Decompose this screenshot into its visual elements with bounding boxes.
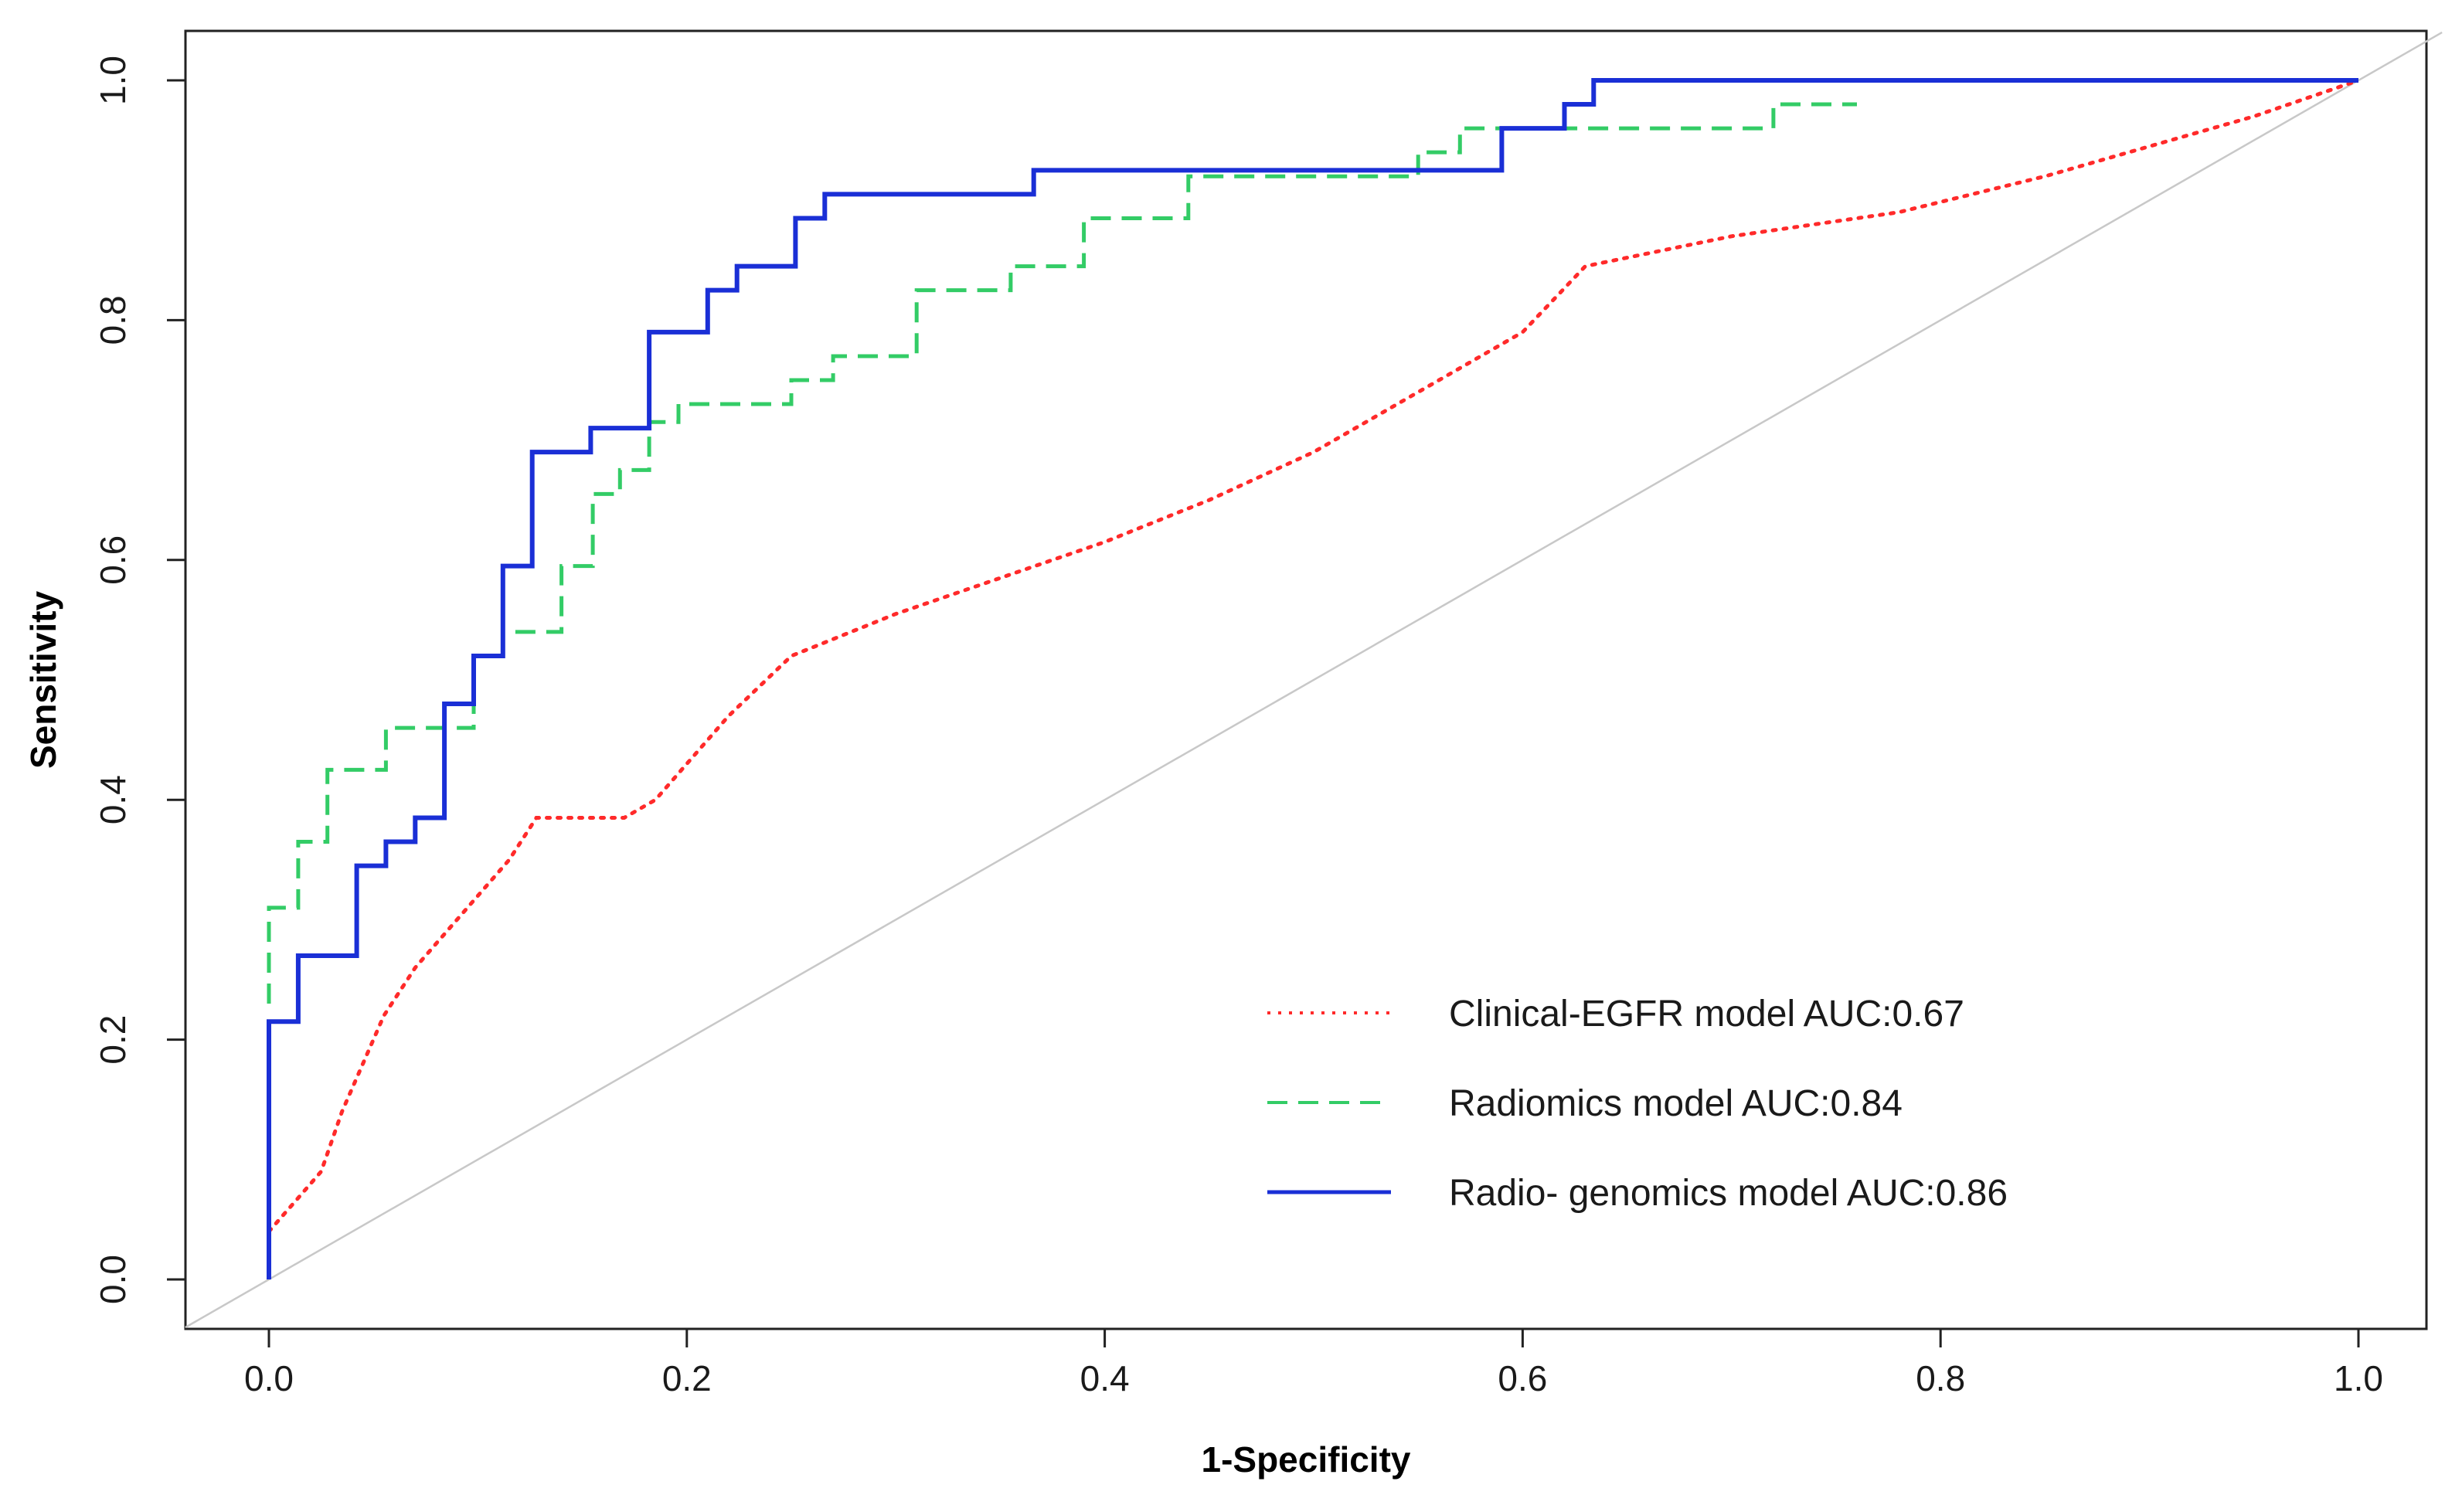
- legend-label-1: Clinical-EGFR model AUC:0.67: [1449, 994, 1964, 1035]
- x-axis-title: 1-Specificity: [1202, 1439, 1411, 1480]
- reference-layer: [185, 31, 2443, 1329]
- x-tick-label: 0.2: [662, 1358, 712, 1398]
- x-tick-label: 0.8: [1916, 1358, 1965, 1398]
- legend: Clinical-EGFR model AUC:0.67 Radiomics mo…: [1267, 994, 2008, 1214]
- x-tick-label: 1.0: [2334, 1358, 2383, 1398]
- y-axis: 0.0 0.2 0.4 0.6 0.8 1.0: [93, 56, 187, 1304]
- series-layer: [267, 78, 2361, 1279]
- y-axis-title: Sensitivity: [23, 591, 63, 770]
- x-tick-label: 0.6: [1498, 1358, 1547, 1398]
- y-tick-label: 0.4: [93, 775, 133, 824]
- series-line-2: [267, 102, 1857, 1004]
- y-tick-label: 0.0: [93, 1255, 133, 1304]
- legend-label-3: Radio- genomics model AUC:0.86: [1449, 1173, 2008, 1214]
- series-line-3: [267, 78, 2358, 1279]
- reference-diagonal-line: [185, 31, 2443, 1329]
- x-tick-label: 0.4: [1080, 1358, 1130, 1398]
- legend-label-2: Radiomics model AUC:0.84: [1449, 1083, 1903, 1124]
- y-tick-label: 0.6: [93, 535, 133, 585]
- y-tick-label: 0.8: [93, 295, 133, 345]
- x-tick-label: 0.0: [244, 1358, 294, 1398]
- series-line-1: [267, 78, 2361, 1234]
- y-tick-label: 1.0: [93, 56, 133, 105]
- y-tick-label: 0.2: [93, 1015, 133, 1065]
- x-axis: 0.0 0.2 0.4 0.6 0.8 1.0: [244, 1327, 2383, 1398]
